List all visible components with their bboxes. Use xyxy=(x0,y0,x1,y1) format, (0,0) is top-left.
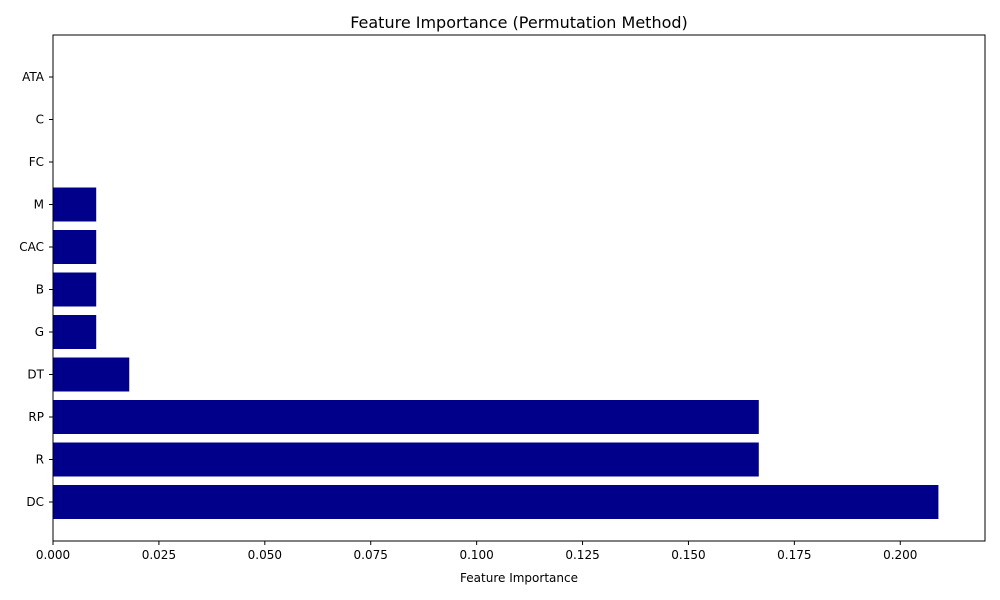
x-tick-label: 0.050 xyxy=(248,548,282,562)
bar-rp xyxy=(53,400,759,434)
y-tick-label: DC xyxy=(26,495,44,509)
y-tick-label: DT xyxy=(27,368,44,382)
y-tick-label: ATA xyxy=(22,70,45,84)
plot-frame xyxy=(52,34,986,542)
bar-dc xyxy=(53,485,939,519)
y-tick-label: R xyxy=(36,453,44,467)
x-tick-label: 0.075 xyxy=(354,548,388,562)
y-tick-label: B xyxy=(36,283,44,297)
x-axis-ticks: 0.000 0.025 0.050 0.075 0.100 0.125 0.150 0.175… xyxy=(36,541,917,562)
chart-title: Feature Importance (Permutation Method) xyxy=(350,13,688,32)
y-tick-label: G xyxy=(35,325,44,339)
y-tick-label: C xyxy=(36,113,44,127)
x-axis-label: Feature Importance xyxy=(460,571,578,585)
bar-dt xyxy=(53,357,130,392)
y-tick-label: CAC xyxy=(19,240,44,254)
y-tick-label: M xyxy=(34,198,44,212)
bar-m xyxy=(53,187,97,222)
y-tick-label: FC xyxy=(29,155,44,169)
x-tick-label: 0.100 xyxy=(459,548,493,562)
bar-cac xyxy=(53,230,97,264)
bar-g xyxy=(53,315,97,349)
x-tick-label: 0.150 xyxy=(671,548,705,562)
bar-r xyxy=(53,442,759,477)
y-tick-label: RP xyxy=(28,410,44,424)
y-axis-ticks: DC R RP DT G B CAC M FC C ATA xyxy=(19,70,53,509)
x-tick-label: 0.125 xyxy=(565,548,599,562)
x-tick-label: 0.000 xyxy=(36,548,70,562)
bars-group xyxy=(53,187,939,519)
x-tick-label: 0.025 xyxy=(142,548,176,562)
bar-b xyxy=(53,272,97,307)
x-tick-label: 0.200 xyxy=(883,548,917,562)
x-tick-label: 0.175 xyxy=(777,548,811,562)
